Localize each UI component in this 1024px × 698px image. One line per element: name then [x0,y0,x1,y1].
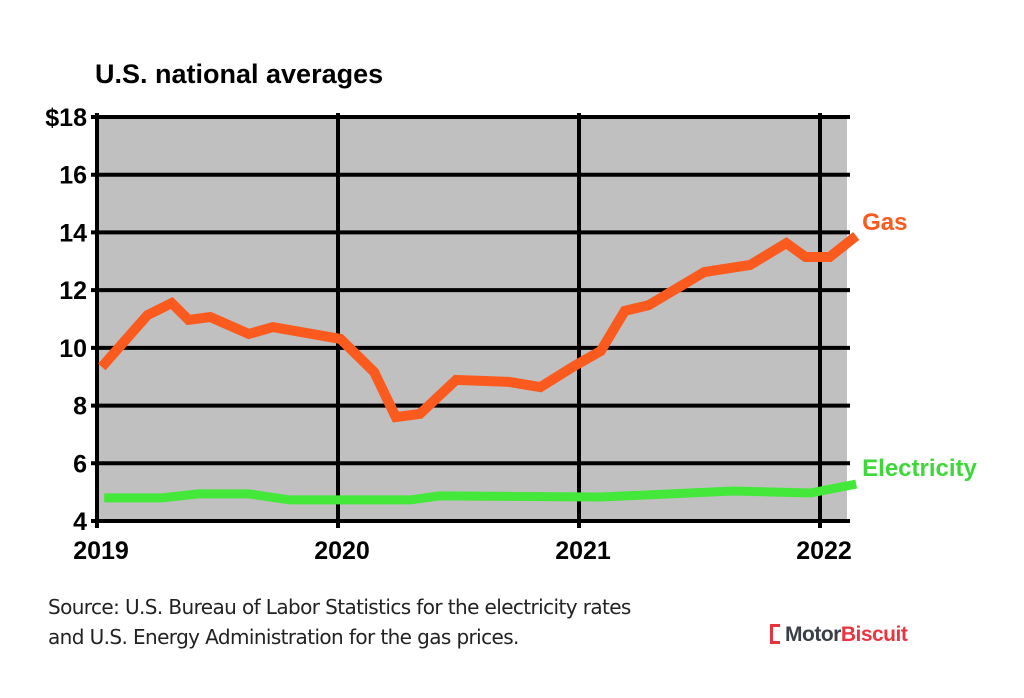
chart-title: U.S. national averages [95,59,383,89]
y-tick-label: 4 [73,508,87,536]
motorbiscuit-logo: Motor Biscuit [770,622,908,648]
series-label-electricity: Electricity [862,455,977,482]
source-note: Source: U.S. Bureau of Labor Statistics … [48,592,631,652]
y-tick-label: 16 [59,162,87,190]
series-lines [98,231,860,505]
source-line-1: Source: U.S. Bureau of Labor Statistics … [48,595,631,619]
vertical-gridlines [95,113,822,528]
y-tick-label: 10 [59,335,87,363]
y-tick-label: 8 [73,393,87,421]
x-tick-label: 2021 [555,537,611,565]
series-labels: Gas Electricity [862,209,977,482]
logo-text-motor: Motor [785,623,841,646]
logo-text-biscuit: Biscuit [840,623,908,646]
y-tick-label: 14 [59,219,87,247]
y-tick-label: $18 [45,104,87,132]
x-axis-ticks: 2019 2020 2021 2022 [73,537,852,565]
y-tick-label: 6 [73,450,87,478]
series-line-electricity [104,479,858,505]
x-tick-label: 2019 [73,537,129,565]
y-tick-label: 12 [59,277,87,305]
logo-bracket-icon [770,624,784,646]
x-tick-label: 2020 [314,537,370,565]
series-line-gas [98,231,860,423]
series-label-gas: Gas [862,209,907,236]
x-tick-label: 2022 [796,537,852,565]
horizontal-gridlines [91,115,850,523]
source-line-2: and U.S. Energy Administration for the g… [48,625,519,649]
y-axis-ticks: $18 16 14 12 10 8 6 4 [45,104,87,536]
